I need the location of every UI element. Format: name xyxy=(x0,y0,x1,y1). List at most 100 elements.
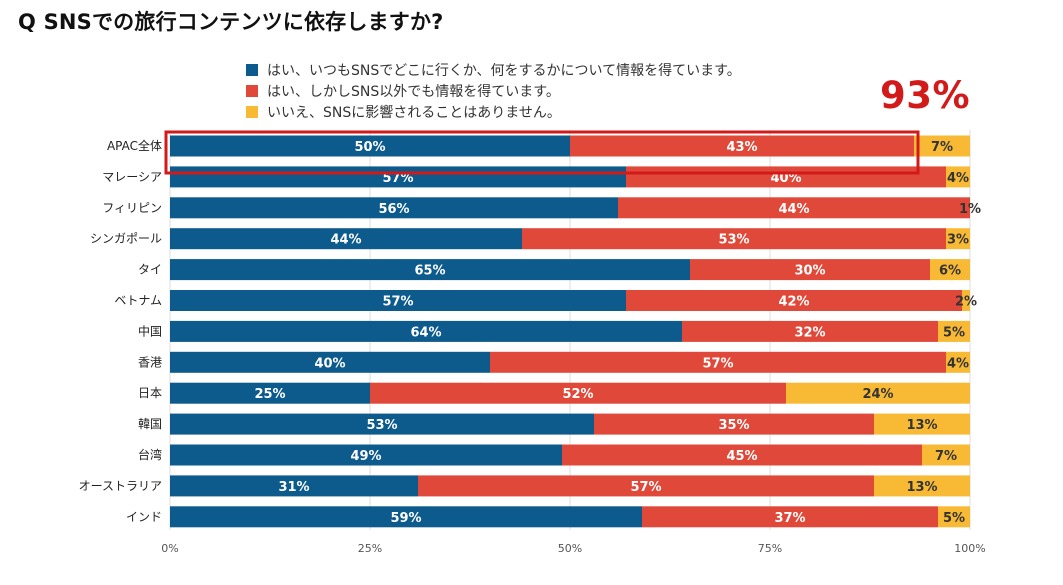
data-label: 64% xyxy=(410,325,441,340)
data-label: 1% xyxy=(959,202,981,217)
data-label: 53% xyxy=(366,418,397,433)
legend-swatch-always xyxy=(246,63,258,76)
data-label: 57% xyxy=(382,295,413,310)
legend-label-always: はい、いつもSNSでどこに行くか、何をするかについて情報を得ています。 xyxy=(267,62,741,79)
data-label: 52% xyxy=(562,387,593,402)
bar-segment-no xyxy=(874,413,970,435)
x-tick-label: 0% xyxy=(161,542,178,555)
chart-title: Q SNSでの旅行コンテンツに依存しますか? xyxy=(18,10,444,34)
data-label: 25% xyxy=(254,387,285,402)
bar-segment-always xyxy=(170,135,570,157)
bar-segment-no xyxy=(946,166,970,188)
data-label: 30% xyxy=(794,264,825,279)
bar-segment-also-other xyxy=(626,290,962,311)
data-label: 13% xyxy=(906,480,937,495)
bar-segment-also-other xyxy=(594,413,874,435)
bar-segment-no xyxy=(914,135,970,157)
category-label: タイ xyxy=(138,263,162,277)
legend-swatch-no xyxy=(246,105,258,118)
bar-segment-always xyxy=(170,382,370,404)
x-tick-label: 75% xyxy=(758,542,782,555)
bar-segment-also-other xyxy=(562,444,922,466)
legend: はい、いつもSNSでどこに行くか、何をするかについて情報を得ています。 はい、し… xyxy=(246,59,741,122)
data-label: 50% xyxy=(354,140,385,155)
data-label: 42% xyxy=(778,295,809,310)
data-label: 7% xyxy=(931,140,953,155)
category-label: 台湾 xyxy=(138,447,162,462)
bar-segment-also-other xyxy=(570,135,914,157)
category-label: インド xyxy=(126,510,162,524)
bar-segment-also-other xyxy=(418,475,874,497)
bar-segment-no xyxy=(946,228,970,250)
data-label: 44% xyxy=(330,233,361,248)
data-label: 31% xyxy=(278,480,309,495)
data-label: 32% xyxy=(794,325,825,340)
bar-segment-no xyxy=(938,506,970,528)
bar-segment-also-other xyxy=(618,197,970,219)
category-label: オーストラリア xyxy=(79,479,162,493)
bar-segment-no xyxy=(938,320,970,342)
category-label: フィリピン xyxy=(102,201,162,215)
highlight-annotation: 93% xyxy=(880,74,971,117)
category-label: 香港 xyxy=(138,355,162,369)
data-label: 43% xyxy=(726,140,757,155)
bar-segment-also-other xyxy=(642,506,938,528)
category-label: APAC全体 xyxy=(107,138,162,153)
data-label: 3% xyxy=(947,233,969,248)
category-label: 韓国 xyxy=(138,417,162,431)
legend-item-also-other: はい、しかしSNS以外でも情報を得ています。 xyxy=(246,80,741,101)
bar-segment-also-other xyxy=(522,228,946,250)
data-label: 5% xyxy=(943,511,965,526)
data-label: 4% xyxy=(947,356,969,371)
x-tick-label: 25% xyxy=(358,542,382,555)
bar-segment-always xyxy=(170,320,682,342)
legend-label-no: いいえ、SNSに影響されることはありません。 xyxy=(267,104,561,121)
bar-segment-no xyxy=(922,444,970,466)
category-label: 中国 xyxy=(138,323,162,338)
data-label: 40% xyxy=(770,171,801,186)
bar-segment-no xyxy=(962,290,970,311)
data-label: 45% xyxy=(726,449,757,464)
data-label: 35% xyxy=(718,418,749,433)
data-label: 57% xyxy=(630,480,661,495)
highlight-box xyxy=(164,130,920,175)
data-label: 49% xyxy=(350,449,381,464)
bar-segment-also-other xyxy=(370,382,786,404)
data-label: 56% xyxy=(378,202,409,217)
category-label: 日本 xyxy=(138,386,162,400)
legend-item-no: いいえ、SNSに影響されることはありません。 xyxy=(246,101,741,122)
category-label: マレーシア xyxy=(102,170,162,184)
category-label: ベトナム xyxy=(114,294,162,308)
bar-segment-no xyxy=(946,351,970,373)
legend-swatch-also-other xyxy=(246,84,258,97)
category-label: シンガポール xyxy=(90,232,162,246)
x-tick-label: 50% xyxy=(558,542,582,555)
data-label: 57% xyxy=(702,356,733,371)
data-label: 24% xyxy=(862,387,893,402)
bar-segment-no xyxy=(874,475,970,497)
bar-segment-always xyxy=(170,228,522,250)
bar-segment-also-other xyxy=(682,320,938,342)
legend-item-always: はい、いつもSNSでどこに行くか、何をするかについて情報を得ています。 xyxy=(246,59,741,80)
bar-segment-always xyxy=(170,475,418,497)
data-label: 44% xyxy=(778,202,809,217)
bar-segment-always xyxy=(170,290,626,311)
data-label: 40% xyxy=(314,356,345,371)
data-label: 65% xyxy=(414,264,445,279)
data-label: 2% xyxy=(955,295,977,310)
data-label: 4% xyxy=(947,171,969,186)
data-label: 13% xyxy=(906,418,937,433)
bar-segment-always xyxy=(170,197,618,219)
bar-segment-no xyxy=(930,259,970,281)
bar-segment-always xyxy=(170,259,690,281)
bar-segment-always xyxy=(170,351,490,373)
data-label: 7% xyxy=(935,449,957,464)
data-label: 59% xyxy=(390,511,421,526)
bar-segment-always xyxy=(170,413,594,435)
bar-segment-always xyxy=(170,444,562,466)
legend-label-also-other: はい、しかしSNS以外でも情報を得ています。 xyxy=(267,83,560,100)
data-label: 5% xyxy=(943,325,965,340)
bar-segment-also-other xyxy=(490,351,946,373)
data-label: 57% xyxy=(382,171,413,186)
